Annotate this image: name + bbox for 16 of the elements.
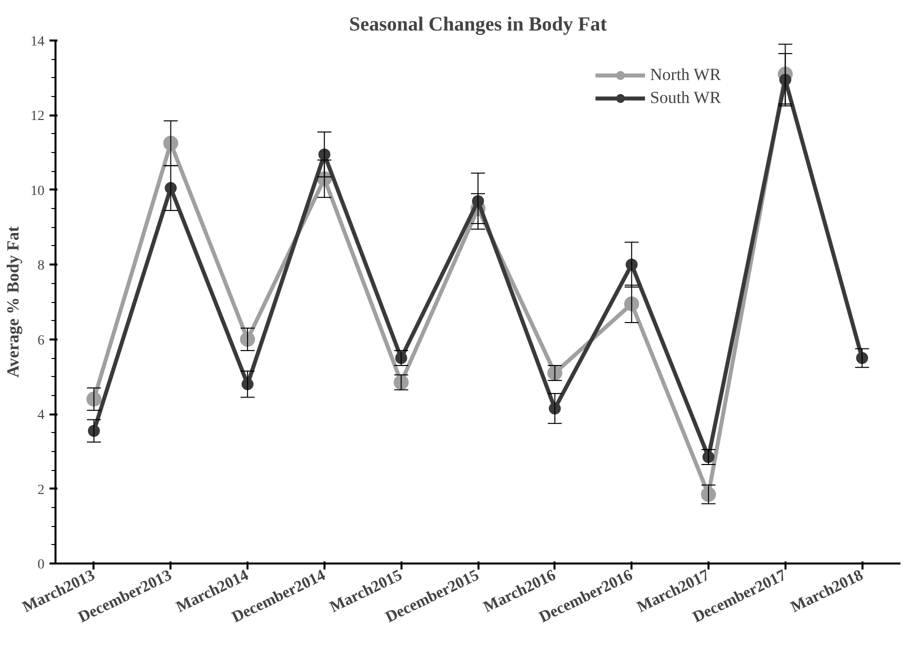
legend-label: North WR — [650, 65, 721, 85]
y-tick-label: 12 — [30, 109, 44, 124]
chart-title: Seasonal Changes in Body Fat — [349, 14, 608, 36]
y-tick-label: 6 — [38, 333, 44, 348]
point — [163, 136, 178, 151]
y-axis-title: Average % Body Fat — [4, 226, 22, 378]
y-tick-label: 0 — [38, 558, 44, 572]
legend-label: South WR — [650, 88, 722, 108]
y-tick-label: 10 — [30, 184, 44, 199]
y-tick-label: 2 — [38, 482, 44, 498]
point — [240, 332, 256, 347]
y-tick-label: 4 — [38, 408, 44, 424]
y-tick-label: 8 — [38, 258, 44, 274]
point — [86, 392, 102, 407]
y-tick-label: 14 — [30, 34, 44, 50]
point — [624, 296, 640, 312]
